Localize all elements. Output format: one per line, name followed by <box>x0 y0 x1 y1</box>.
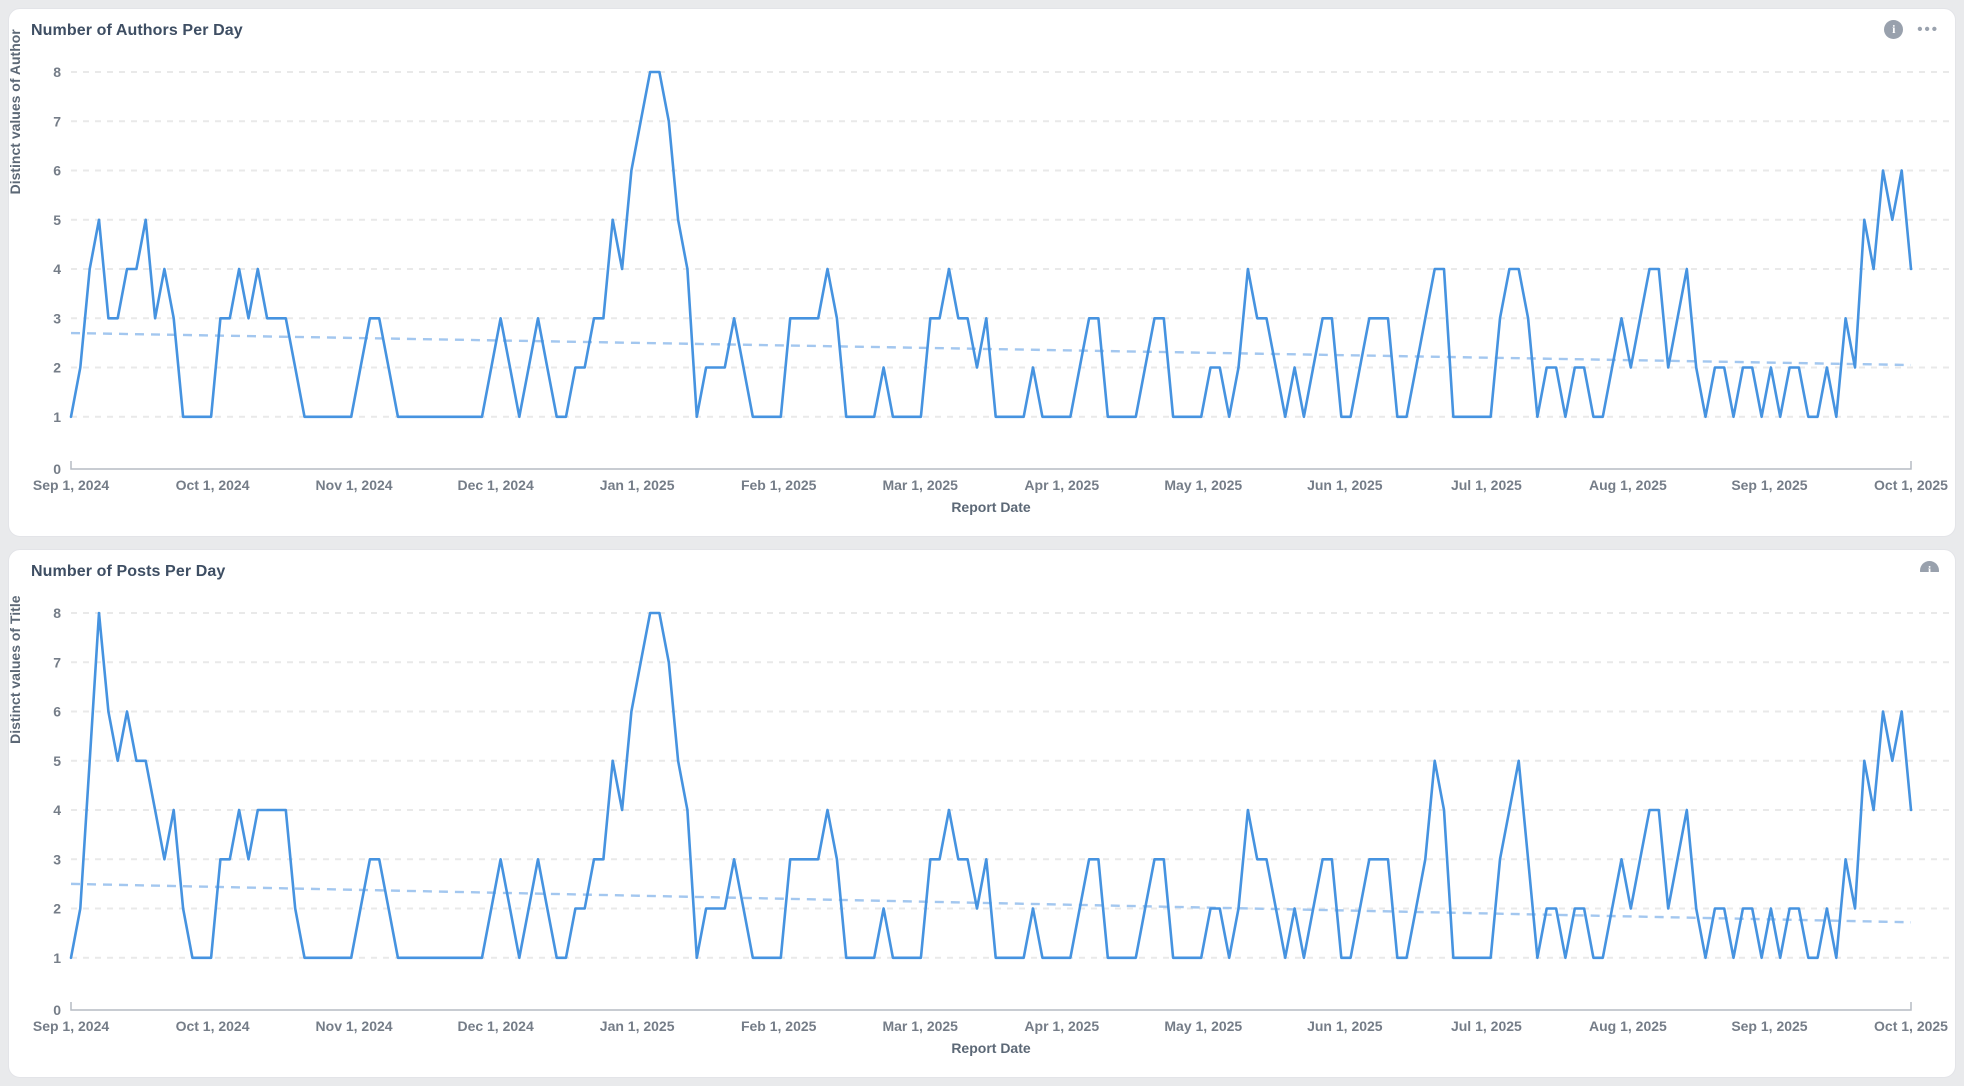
y-tick-label: 2 <box>53 901 61 917</box>
x-tick-label: Feb 1, 2025 <box>741 1018 817 1034</box>
y-tick-label: 6 <box>53 163 61 179</box>
x-tick-labels: Sep 1, 2024 Oct 1, 2024 Nov 1, 2024 Dec 1, … <box>33 1018 1948 1034</box>
x-tick-label: Oct 1, 2025 <box>1874 1018 1948 1034</box>
info-icon-clipped-wrapper: i <box>1920 561 1939 572</box>
x-tick-label: Jan 1, 2025 <box>600 1018 675 1034</box>
x-tick-label: Dec 1, 2024 <box>457 477 533 493</box>
x-axis-line <box>70 1002 1912 1011</box>
y-tick-label: 0 <box>53 461 61 477</box>
chart-card-posts: 8 7 6 5 4 3 2 1 0 Sep 1, 2024 Oct 1, 2024 Nov 1, 20… <box>8 549 1956 1078</box>
info-icon[interactable]: i <box>1884 20 1904 39</box>
x-tick-label: Oct 1, 2024 <box>176 1018 250 1034</box>
card-actions: i <box>1920 561 1939 572</box>
x-tick-label: Aug 1, 2025 <box>1589 1018 1667 1034</box>
x-tick-label: Sep 1, 2025 <box>1731 477 1807 493</box>
info-icon[interactable]: i <box>1920 561 1939 572</box>
y-tick-label: 7 <box>53 113 61 129</box>
x-tick-label: May 1, 2025 <box>1164 1018 1242 1034</box>
series-line <box>69 611 1913 960</box>
y-tick-label: 1 <box>53 950 61 966</box>
x-tick-label: Jan 1, 2025 <box>600 477 675 493</box>
x-tick-label: Nov 1, 2024 <box>316 477 393 493</box>
x-tick-label: Dec 1, 2024 <box>457 1018 533 1034</box>
y-tick-label: 6 <box>53 704 61 720</box>
y-tick-label: 5 <box>53 753 61 769</box>
y-tick-label: 4 <box>53 261 61 277</box>
card-actions: i ••• <box>1884 20 1939 39</box>
y-tick-label: 5 <box>53 212 61 228</box>
gridlines <box>71 71 1949 418</box>
y-tick-label: 1 <box>53 409 61 425</box>
x-tick-label: Jun 1, 2025 <box>1307 1018 1383 1034</box>
y-tick-label: 8 <box>53 64 61 80</box>
x-tick-label: Mar 1, 2025 <box>882 477 958 493</box>
x-tick-label: Nov 1, 2024 <box>316 1018 393 1034</box>
chart-card-authors: 8 7 6 5 4 3 2 1 0 Sep 1, 2024 Oct 1, 2024 Nov 1, 20… <box>8 8 1956 537</box>
x-tick-label: Oct 1, 2025 <box>1874 477 1948 493</box>
y-tick-label: 7 <box>53 654 61 670</box>
y-tick-label: 8 <box>53 605 61 621</box>
x-tick-label: Feb 1, 2025 <box>741 477 817 493</box>
y-tick-label: 3 <box>53 851 61 867</box>
series-line <box>69 70 1913 419</box>
y-tick-label: 3 <box>53 310 61 326</box>
y-tick-labels: 8 7 6 5 4 3 2 1 0 <box>53 605 61 1018</box>
x-tick-label: Jul 1, 2025 <box>1451 477 1522 493</box>
y-axis-title: Distinct values of Author <box>8 29 23 195</box>
x-tick-label: Apr 1, 2025 <box>1024 1018 1099 1034</box>
y-tick-label: 4 <box>53 802 61 818</box>
gridlines <box>71 612 1949 959</box>
chart-title: Number of Posts Per Day <box>31 563 226 580</box>
x-tick-label: Jun 1, 2025 <box>1307 477 1383 493</box>
y-tick-labels: 8 7 6 5 4 3 2 1 0 <box>53 64 61 477</box>
chart-title: Number of Authors Per Day <box>31 22 243 39</box>
ellipsis-menu-icon[interactable]: ••• <box>1917 21 1939 38</box>
y-axis-title: Distinct values of Title <box>8 595 23 744</box>
y-tick-label: 0 <box>53 1002 61 1018</box>
x-tick-label: Mar 1, 2025 <box>882 1018 958 1034</box>
x-tick-labels: Sep 1, 2024 Oct 1, 2024 Nov 1, 2024 Dec 1, … <box>33 477 1948 493</box>
y-tick-label: 2 <box>53 360 61 376</box>
x-axis-title: Report Date <box>951 499 1031 515</box>
x-tick-label: Sep 1, 2024 <box>33 477 109 493</box>
x-axis-line <box>70 461 1912 470</box>
x-tick-label: Jul 1, 2025 <box>1451 1018 1522 1034</box>
x-tick-label: Sep 1, 2024 <box>33 1018 109 1034</box>
x-tick-label: Oct 1, 2024 <box>176 477 250 493</box>
x-tick-label: Sep 1, 2025 <box>1731 1018 1807 1034</box>
x-tick-label: Aug 1, 2025 <box>1589 477 1667 493</box>
x-tick-label: May 1, 2025 <box>1164 477 1242 493</box>
x-tick-label: Apr 1, 2025 <box>1024 477 1099 493</box>
x-axis-title: Report Date <box>951 1040 1031 1056</box>
trend-line <box>70 331 1912 367</box>
